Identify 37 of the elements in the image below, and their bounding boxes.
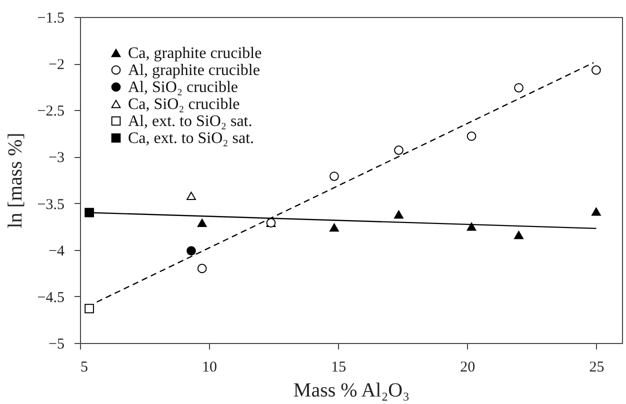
y-tick-label: −3.5 — [37, 196, 64, 213]
legend-label: Ca, SiO₂ crucible — [128, 96, 240, 113]
point — [330, 172, 339, 181]
point — [394, 210, 404, 219]
legend-label: Al, ext. to SiO₂ sat. — [128, 113, 252, 130]
x-tick-label: 5 — [80, 360, 88, 376]
point — [592, 208, 601, 216]
y-tick-label: −4.5 — [37, 290, 64, 306]
y-tick-label: −1.5 — [37, 10, 64, 26]
point — [197, 218, 207, 227]
y-tick-label: −3 — [48, 150, 64, 166]
point — [84, 304, 94, 314]
x-tick-label: 15 — [331, 360, 346, 376]
point — [592, 65, 601, 75]
point — [466, 222, 476, 231]
point — [330, 223, 339, 232]
point — [186, 246, 196, 256]
point — [394, 146, 404, 155]
point — [186, 192, 196, 200]
legend-label: Ca, graphite crucible — [128, 45, 262, 62]
y-tick-label: −5 — [48, 336, 64, 352]
legend-label: Al, SiO₂ crucible — [128, 79, 238, 96]
y-axis-title: ln [mass %] — [4, 132, 26, 228]
point — [466, 132, 476, 141]
point — [84, 208, 94, 218]
point — [514, 230, 524, 240]
x-axis-title: Mass % Al₂O₃ — [293, 380, 410, 402]
legend-label: Al, graphite crucible — [128, 62, 260, 79]
legend-label: Ca, ext. to SiO₂ sat. — [128, 130, 254, 147]
y-tick-label: −2 — [48, 57, 64, 74]
point — [197, 264, 207, 274]
x-tick-label: 10 — [202, 360, 218, 376]
x-tick-label: 20 — [460, 360, 476, 376]
point — [514, 83, 524, 92]
y-tick-label: −4 — [48, 243, 65, 260]
x-tick-label: 25 — [589, 360, 604, 376]
y-tick-label: −2.5 — [37, 104, 64, 120]
